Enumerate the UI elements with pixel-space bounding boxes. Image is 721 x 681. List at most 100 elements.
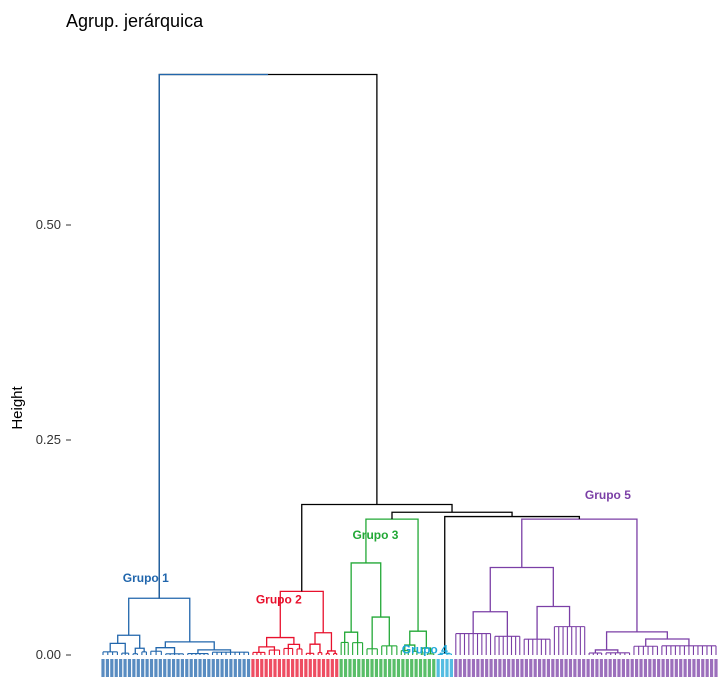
leaf-label-mark — [220, 659, 224, 677]
leaf-label-mark — [679, 659, 683, 677]
leaf-label-mark — [123, 659, 127, 677]
leaf-label-mark — [467, 659, 471, 677]
leaf-label-mark — [321, 659, 326, 677]
leaf-label-mark — [216, 659, 220, 677]
leaf-label-mark — [317, 659, 321, 677]
leaf-label-mark — [709, 659, 714, 677]
grupo-3-link — [371, 616, 390, 649]
grupo-1-link — [117, 634, 141, 649]
leaf-label-mark — [163, 659, 167, 677]
grupo-3-link — [350, 562, 382, 633]
grupo-2-link — [287, 643, 301, 649]
leaf-label-mark — [291, 659, 295, 677]
leaf-label-mark — [683, 659, 687, 677]
leaf-label-mark — [432, 659, 436, 677]
leaf-label-mark — [246, 659, 251, 677]
group-labels: Grupo 1 Grupo 2 Grupo 3 Grupo 4 Grupo 5 — [123, 488, 631, 656]
leaf-label-mark — [343, 659, 348, 677]
group-label-1: Grupo 1 — [123, 571, 169, 585]
leaf-label-mark — [396, 659, 401, 677]
leaf-label-mark — [502, 659, 506, 677]
leaf-label-mark — [260, 659, 264, 677]
leaf-label-mark — [608, 659, 612, 677]
merge-3-5-link — [391, 511, 513, 520]
leaf-label-mark — [476, 659, 480, 677]
leaf-label-mark — [498, 659, 502, 677]
leaf-label-mark — [326, 659, 330, 677]
leaf-label-mark — [542, 659, 546, 677]
leaf-label-mark — [537, 659, 542, 677]
grupo-5-link — [489, 566, 554, 612]
leaf-label-mark — [696, 659, 700, 677]
leaf-label-mark — [145, 659, 149, 677]
leaf-label-mark — [366, 659, 370, 677]
leaf-label-mark — [445, 659, 449, 677]
leaf-label-mark — [136, 659, 140, 677]
leaf-label-mark — [361, 659, 365, 677]
root-link — [158, 73, 378, 599]
leaf-label-mark — [436, 659, 440, 677]
leaf-label-mark — [149, 659, 154, 677]
grupo-5-link — [536, 605, 571, 640]
leaf-label-mark — [687, 659, 692, 677]
grupo-5-link — [605, 631, 668, 650]
leaf-label-mark — [304, 659, 308, 677]
leaf-label-mark — [652, 659, 656, 677]
merge-2-5-link — [301, 503, 453, 592]
leaf-label-mark — [388, 659, 392, 677]
leaf-labels — [101, 659, 718, 677]
leaf-label-mark — [410, 659, 414, 677]
leaf-label-mark — [202, 659, 207, 677]
leaf-label-mark — [383, 659, 387, 677]
leaf-label-mark — [251, 659, 255, 677]
leaf-label-mark — [194, 659, 198, 677]
leaf-label-mark — [339, 659, 343, 677]
leaf-label-mark — [665, 659, 670, 677]
grupo-1-link — [197, 649, 232, 654]
leaf-label-mark — [229, 659, 233, 677]
leaf-label-mark — [379, 659, 383, 677]
leaf-label-mark — [185, 659, 189, 677]
leaf-label-mark — [612, 659, 617, 677]
leaf-label-mark — [119, 659, 123, 677]
leaf-label-mark — [167, 659, 171, 677]
leaf-label-mark — [423, 659, 427, 677]
y-axis: 0.00 0.25 0.50 — [36, 217, 71, 662]
grupo-2-link — [258, 646, 276, 653]
leaf-label-mark — [454, 659, 458, 677]
leaf-label-mark — [330, 659, 334, 677]
grupo-5-link — [472, 611, 509, 637]
group-label-3: Grupo 3 — [352, 528, 398, 542]
leaf-label-mark — [207, 659, 211, 677]
leaf-label-mark — [374, 659, 379, 677]
leaf-label-mark — [590, 659, 595, 677]
leaf-label-mark — [560, 659, 564, 677]
leaf-label-mark — [515, 659, 520, 677]
leaf-label-mark — [224, 659, 229, 677]
leaf-label-mark — [533, 659, 537, 677]
leaf-label-mark — [233, 659, 237, 677]
leaf-label-mark — [414, 659, 418, 677]
y-tick-label: 0.50 — [36, 217, 61, 232]
leaf-label-mark — [211, 659, 215, 677]
leaf-label-mark — [643, 659, 648, 677]
grupo-1-link — [134, 647, 145, 654]
leaf-label-mark — [299, 659, 304, 677]
grupo-1-link — [164, 641, 215, 650]
leaf-label-mark — [401, 659, 405, 677]
leaf-label-mark — [604, 659, 608, 677]
leaf-label-mark — [198, 659, 202, 677]
leaf-label-mark — [101, 659, 105, 677]
leaf-label-mark — [595, 659, 599, 677]
leaf-label-mark — [507, 659, 511, 677]
leaf-label-mark — [621, 659, 625, 677]
leaf-label-mark — [405, 659, 409, 677]
leaf-label-mark — [242, 659, 246, 677]
leaf-label-mark — [313, 659, 317, 677]
leaf-label-mark — [458, 659, 462, 677]
leaf-label-mark — [176, 659, 180, 677]
leaf-label-mark — [617, 659, 621, 677]
leaf-label-mark — [110, 659, 114, 677]
grupo-2-link — [327, 650, 336, 654]
leaf-label-mark — [189, 659, 193, 677]
